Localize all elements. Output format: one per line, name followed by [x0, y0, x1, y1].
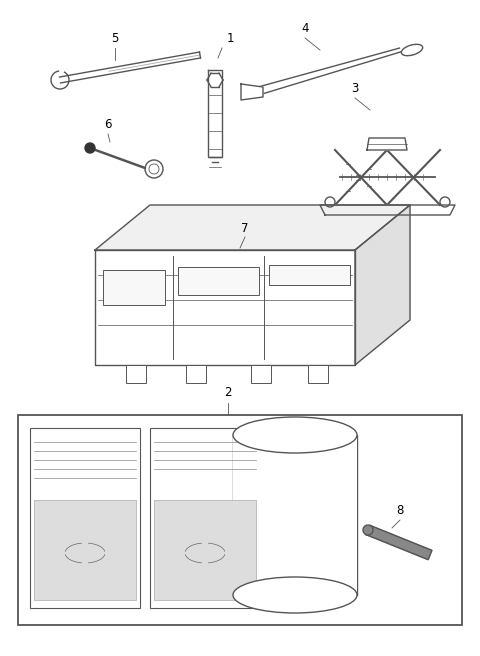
Circle shape — [85, 143, 95, 153]
Bar — [186, 365, 206, 383]
Bar — [34, 500, 136, 600]
Polygon shape — [95, 205, 410, 250]
Bar — [30, 428, 140, 608]
Text: 6: 6 — [104, 119, 112, 131]
Text: 5: 5 — [111, 31, 119, 45]
Text: 2: 2 — [224, 386, 232, 400]
Text: 3: 3 — [351, 81, 359, 94]
Bar — [18, 415, 462, 625]
Bar — [126, 365, 146, 383]
Text: 4: 4 — [301, 22, 309, 35]
Polygon shape — [355, 205, 410, 365]
Bar — [150, 428, 260, 608]
Polygon shape — [241, 84, 263, 100]
Text: 8: 8 — [396, 504, 404, 516]
Bar — [103, 270, 165, 305]
Bar — [233, 435, 357, 595]
Polygon shape — [367, 138, 407, 150]
Text: 7: 7 — [241, 222, 249, 234]
Bar — [269, 265, 350, 285]
Ellipse shape — [233, 417, 357, 453]
Ellipse shape — [363, 525, 373, 535]
Bar — [178, 267, 259, 295]
Text: 1: 1 — [226, 31, 234, 45]
Ellipse shape — [401, 45, 423, 56]
Polygon shape — [320, 205, 455, 215]
Ellipse shape — [233, 577, 357, 613]
Polygon shape — [366, 525, 432, 560]
Bar — [154, 500, 256, 600]
Polygon shape — [95, 250, 355, 365]
Bar — [308, 365, 328, 383]
Bar — [251, 365, 271, 383]
